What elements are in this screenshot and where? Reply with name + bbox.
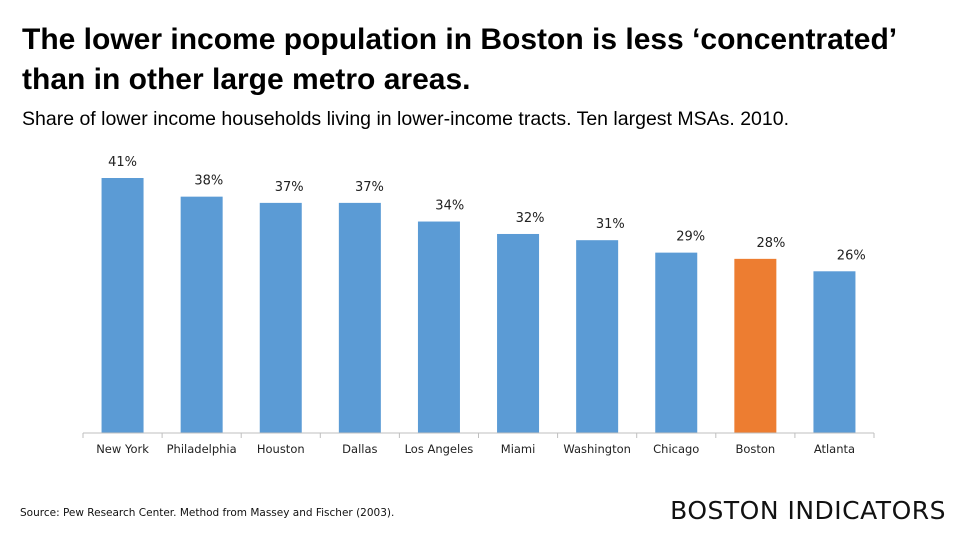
bar-philadelphia [180,196,223,433]
data-label-los-angeles: 34% [435,199,464,214]
bar-chicago [655,252,698,433]
chart-title: The lower income population in Boston is… [22,23,896,96]
category-label-miami: Miami [501,442,536,456]
bar-atlanta [813,271,856,433]
category-label-houston: Houston [257,442,305,456]
data-label-miami: 32% [516,211,545,226]
chart-subtitle: Share of lower income households living … [22,108,790,130]
category-label-boston: Boston [735,442,775,456]
category-label-atlanta: Atlanta [814,442,855,456]
bar-washington [576,240,619,433]
category-label-washington: Washington [563,442,631,456]
data-label-dallas: 37% [355,180,384,195]
category-label-philadelphia: Philadelphia [167,442,237,456]
data-label-washington: 31% [596,217,625,232]
data-label-atlanta: 26% [837,248,866,263]
category-label-new-york: New York [96,442,149,456]
data-label-new-york: 41% [108,155,137,170]
bar-dallas [338,202,381,433]
bar-miami [497,233,540,433]
data-label-philadelphia: 38% [194,174,223,189]
bar-houston [259,202,302,433]
data-label-houston: 37% [275,180,304,195]
bar-boston [734,258,777,433]
category-label-dallas: Dallas [342,442,377,456]
category-label-los-angeles: Los Angeles [405,442,474,456]
logo-word-indicators: INDICATORS [787,496,946,525]
data-label-chicago: 29% [676,230,705,245]
data-label-boston: 28% [756,236,785,251]
source-note: Source: Pew Research Center. Method from… [20,507,395,519]
logo-word-boston: BOSTON [670,496,780,525]
boston-indicators-logo: BOSTON INDICATORS [670,496,946,525]
bar-new-york [101,178,144,433]
category-label-chicago: Chicago [653,442,699,456]
bar-los-angeles [417,221,460,433]
